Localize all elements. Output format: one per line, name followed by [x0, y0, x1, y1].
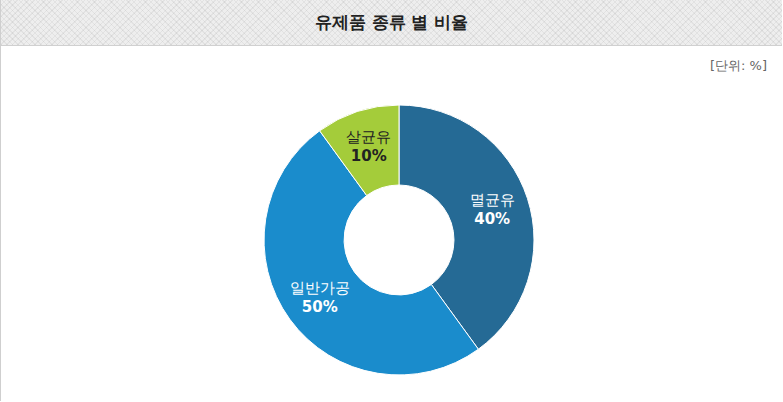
html-text:유제품 종류 별 비율: 유제품 종류 별 비율 [314, 12, 469, 32]
svg-text:[단위: %]: [단위: %] [710, 58, 767, 73]
svg-text:10%: 10% [351, 147, 387, 165]
svg-text:40%: 40% [474, 210, 510, 228]
svg-text:멸균유: 멸균유 [470, 191, 515, 209]
svg-text:50%: 50% [302, 298, 338, 316]
svg-text:살균유: 살균유 [346, 128, 391, 146]
svg-text:일반가공: 일반가공 [290, 279, 350, 297]
